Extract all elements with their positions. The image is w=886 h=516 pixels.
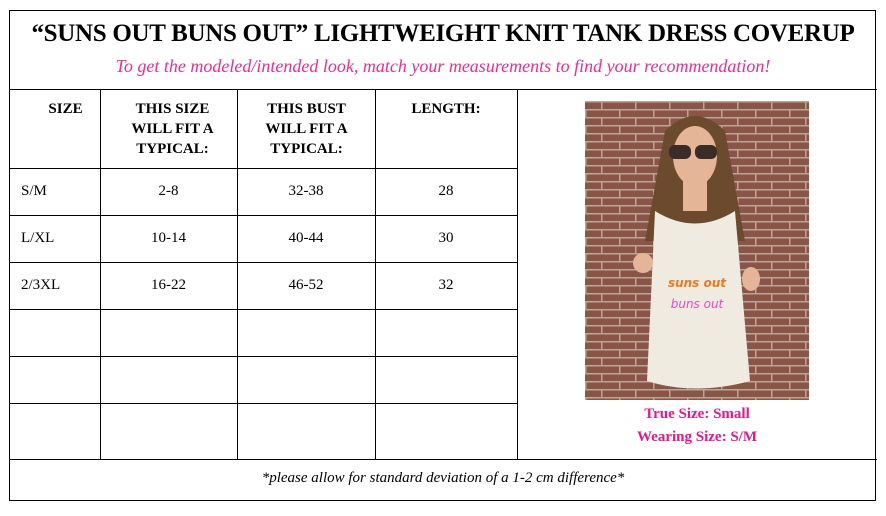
table-cell (375, 356, 517, 403)
table-cell: 28 (438, 183, 454, 199)
shirt-text-orange: suns out (668, 276, 727, 290)
table-cell (375, 403, 517, 459)
table-cell: 10-14 (151, 230, 186, 246)
column-divider (100, 89, 101, 459)
table-cell (100, 356, 237, 403)
size-cell: 2/3XL (21, 277, 61, 293)
wearing-size-caption: Wearing Size: S/M (637, 429, 757, 445)
table-cell: 32 (438, 277, 454, 293)
table-cell: 40-44 (288, 230, 324, 246)
divider (9, 89, 877, 90)
table-cell (375, 309, 517, 356)
column-divider (375, 89, 376, 459)
size-cell (21, 309, 81, 356)
true-size-caption: True Size: Small (644, 406, 750, 422)
footer-note: *please allow for standard deviation of … (261, 470, 625, 486)
size-cell: S/M (21, 183, 47, 199)
row-divider (9, 403, 517, 404)
size-cell (21, 403, 81, 459)
table-cell: 16-22 (151, 277, 186, 293)
column-header: THIS SIZE WILL FIT A TYPICAL: (131, 101, 214, 157)
table-cell (237, 356, 375, 403)
column-divider (517, 89, 518, 459)
row-divider (9, 215, 517, 216)
size-chart-frame (9, 10, 876, 501)
size-cell (21, 356, 81, 403)
table-cell (237, 403, 375, 459)
table-cell (100, 309, 237, 356)
row-divider (9, 262, 517, 263)
column-header: THIS BUST WILL FIT A TYPICAL: (265, 101, 348, 157)
row-divider (9, 168, 517, 169)
chart-subtitle: To get the modeled/intended look, match … (115, 56, 771, 76)
shirt-text-pink: buns out (671, 297, 725, 311)
column-header: SIZE (48, 101, 83, 117)
row-divider (9, 309, 517, 310)
model-photo: suns out buns out (585, 101, 809, 400)
table-cell: 32-38 (288, 183, 324, 199)
size-cell: L/XL (21, 230, 55, 246)
table-cell (100, 403, 237, 459)
table-cell: 2-8 (158, 183, 179, 199)
chart-title: “SUNS OUT BUNS OUT” LIGHTWEIGHT KNIT TAN… (31, 20, 855, 47)
table-cell: 30 (438, 230, 454, 246)
divider (9, 459, 877, 460)
column-divider (237, 89, 238, 459)
table-cell (237, 309, 375, 356)
row-divider (9, 356, 517, 357)
table-cell: 46-52 (288, 277, 324, 293)
column-header: LENGTH: (411, 101, 481, 117)
